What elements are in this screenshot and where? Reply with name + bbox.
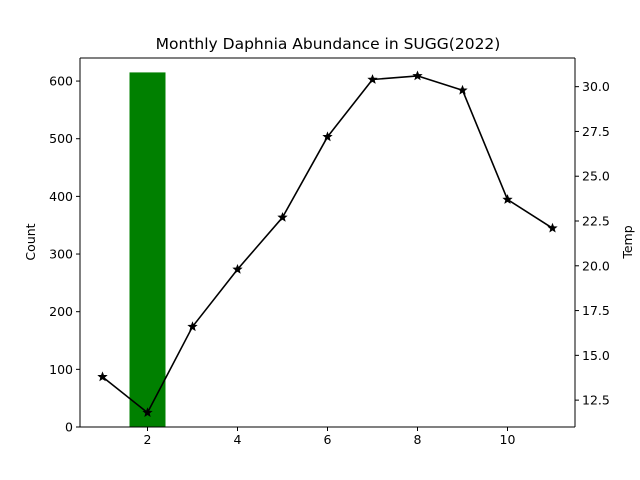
- x-tick-label-8: 8: [414, 432, 422, 447]
- y2-tick-label-25: 25.0: [582, 169, 610, 184]
- temp-point-7: [367, 74, 378, 84]
- temp-point-6: [322, 131, 333, 142]
- x-tick-label-2: 2: [144, 432, 152, 447]
- y2-tick-label-27.5: 27.5: [582, 124, 610, 139]
- temp-point-10: [502, 194, 513, 204]
- temp-point-9: [457, 84, 468, 95]
- temp-line-layer: [97, 70, 558, 418]
- axes-layer: 2 4 6 8 10010020030040050060012.515.017.520.…: [49, 57, 610, 447]
- temp-point-8: [412, 70, 423, 81]
- y2-tick-label-12.5: 12.5: [582, 393, 610, 408]
- y-axis-title: Count: [23, 223, 38, 260]
- y-tick-label-300: 300: [49, 247, 73, 262]
- x-tick-label-4: 4: [234, 432, 242, 447]
- temp-point-1: [97, 371, 108, 382]
- x-tick-label-6: 6: [324, 432, 332, 447]
- y-tick-label-400: 400: [49, 189, 73, 204]
- y-tick-label-600: 600: [49, 74, 73, 89]
- x-tick-label-10: 10: [500, 432, 516, 447]
- y2-axis-title: Temp: [620, 225, 635, 259]
- y-tick-label-0: 0: [65, 420, 73, 435]
- bars-layer: [129, 72, 166, 427]
- temp-point-3: [187, 321, 198, 332]
- y2-tick-label-15: 15.0: [582, 348, 610, 363]
- bar-2: [129, 72, 166, 427]
- y-tick-label-100: 100: [49, 362, 73, 377]
- y2-tick-label-22.5: 22.5: [582, 214, 610, 229]
- y-tick-label-200: 200: [49, 304, 73, 319]
- y-tick-label-500: 500: [49, 131, 73, 146]
- y2-tick-label-30: 30.0: [582, 79, 610, 94]
- chart-title: Monthly Daphnia Abundance in SUGG(2022): [156, 35, 501, 53]
- temp-point-11: [547, 222, 558, 233]
- temp-series-line: [102, 75, 553, 414]
- y2-tick-label-17.5: 17.5: [582, 303, 610, 318]
- temp-point-4: [232, 263, 243, 274]
- temp-point-2: [142, 407, 153, 418]
- temp-point-5: [277, 212, 288, 222]
- y2-tick-label-20: 20.0: [582, 258, 610, 273]
